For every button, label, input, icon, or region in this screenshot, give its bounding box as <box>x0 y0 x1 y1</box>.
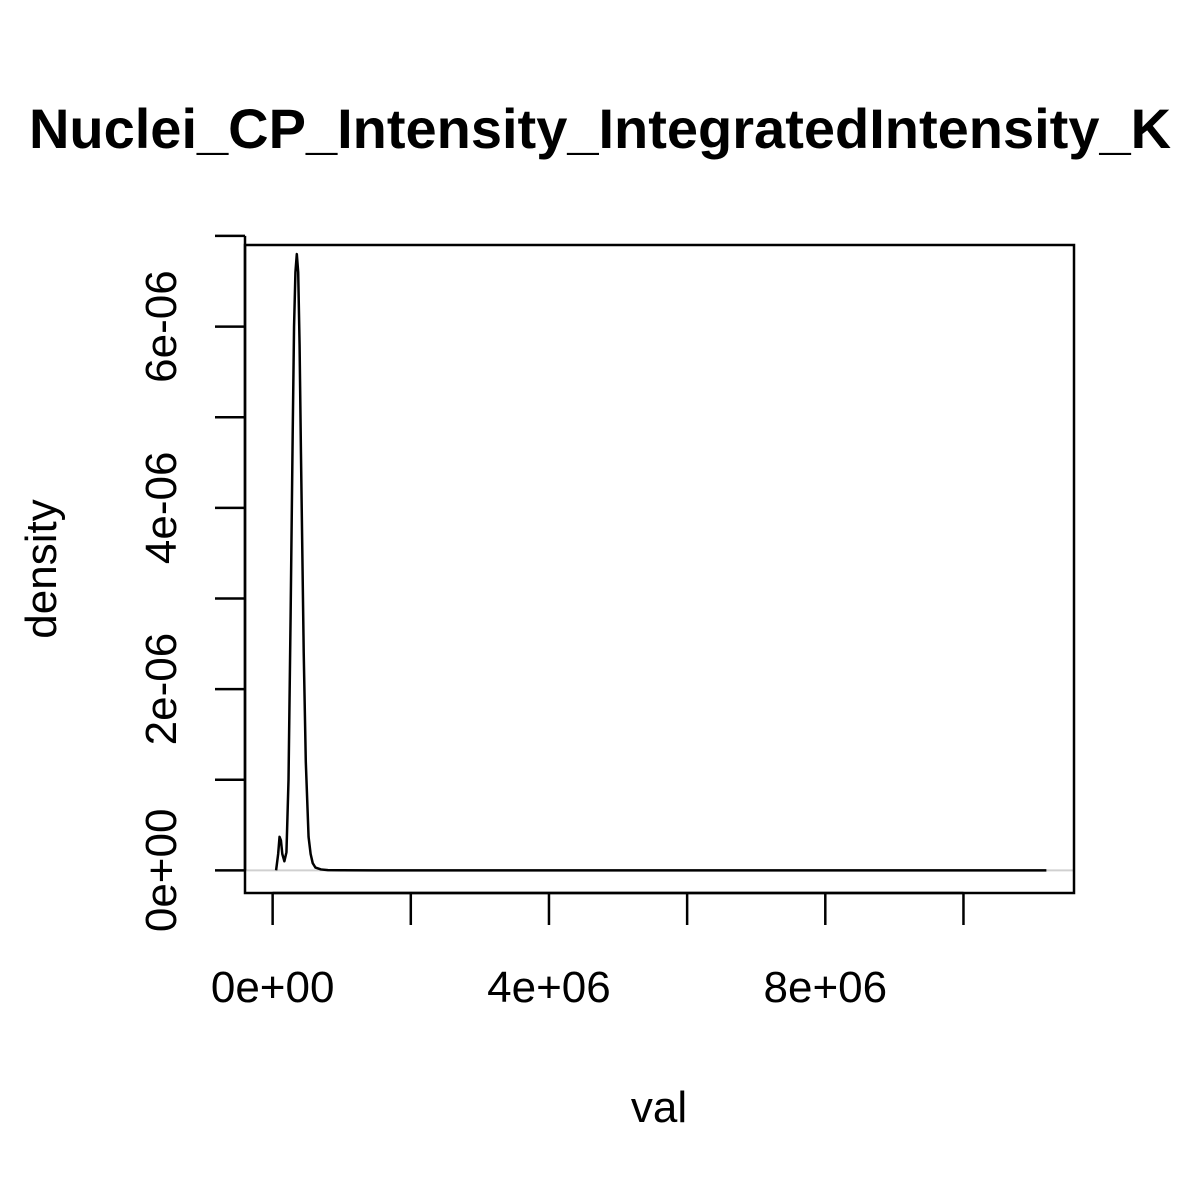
y-tick-label: 2e-06 <box>137 633 186 746</box>
y-axis: 0e+00 2e-06 4e-06 6e-06 <box>137 234 247 933</box>
x-tick-label: 8e+06 <box>764 963 888 1012</box>
x-axis: 0e+00 4e+06 8e+06 <box>211 891 965 1012</box>
x-tick-label: 0e+00 <box>211 963 335 1012</box>
y-axis-label: density <box>17 499 66 638</box>
density-series-group <box>274 252 1047 872</box>
plot-frame <box>243 243 1076 895</box>
y-tick-label: 6e-06 <box>137 270 186 383</box>
chart-title: Nuclei_CP_Intensity_IntegratedIntensity_… <box>29 97 1171 160</box>
y-tick-label: 4e-06 <box>137 452 186 565</box>
x-axis-label: val <box>631 1083 687 1132</box>
y-tick-label: 0e+00 <box>137 809 186 933</box>
density-line-series-0 <box>274 252 1047 872</box>
x-tick-label: 4e+06 <box>487 963 611 1012</box>
